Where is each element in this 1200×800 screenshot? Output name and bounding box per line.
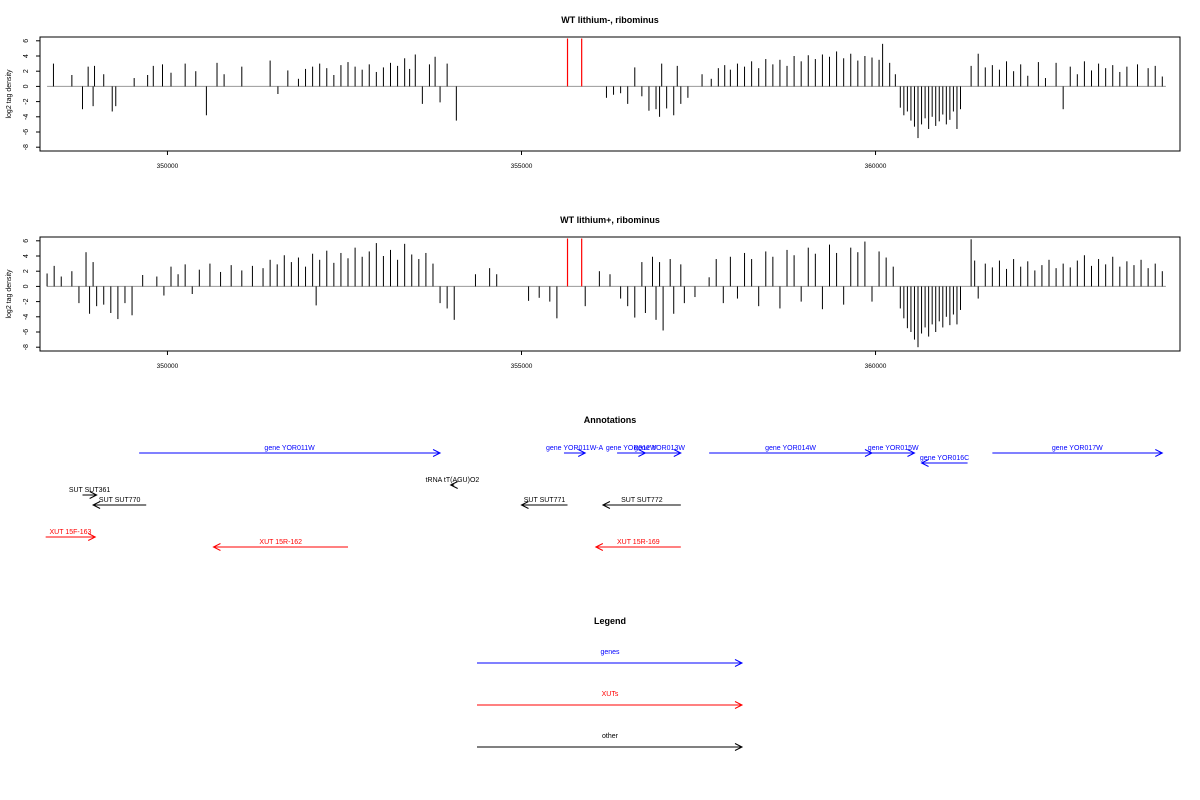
plot-frame	[39, 236, 1181, 352]
feature-arrowhead	[432, 449, 442, 457]
legend-panel: Legend genes XUTs other	[477, 616, 744, 751]
annotation-feature: gene YOR013W	[634, 445, 685, 457]
feature-label: XUT 15F-163	[50, 529, 92, 536]
y-tick-label: 6	[23, 39, 30, 43]
feature-arrowhead	[601, 501, 611, 509]
annotation-feature: gene YOR017W	[992, 445, 1164, 457]
feature-label: gene YOR013W	[634, 445, 685, 452]
y-tick-label: -2	[23, 98, 30, 104]
annotation-feature: SUT SUT361	[69, 487, 111, 499]
y-tick-label: 0	[23, 84, 30, 88]
x-tick-label: 360000	[865, 163, 887, 170]
feature-label: SUT SUT770	[99, 497, 141, 504]
annotation-feature: SUT SUT771	[520, 497, 568, 509]
feature-arrowhead	[673, 449, 682, 457]
y-tick-label: 4	[23, 254, 30, 258]
feature-arrowhead	[212, 543, 221, 551]
x-tick-label: 360000	[865, 363, 887, 370]
x-tick-label: 350000	[157, 363, 179, 370]
y-tick-label: 2	[23, 69, 30, 73]
legend-label: XUTs	[602, 691, 619, 698]
feature-label: gene YOR012W	[606, 445, 657, 452]
y-tick-label: 0	[23, 284, 30, 288]
feature-label: XUT 15R-162	[259, 539, 302, 546]
chart-title: WT lithium-, ribominus	[561, 15, 659, 25]
feature-arrowhead	[520, 501, 529, 509]
annotation-feature: XUT 15F-163	[45, 529, 97, 541]
y-tick-label: -8	[23, 144, 30, 150]
annotation-feature: XUT 15R-162	[212, 539, 349, 551]
feature-label: gene YOR011W-A	[546, 445, 604, 452]
annotation-feature: gene YOR015W	[868, 445, 919, 457]
legend-item: genes	[477, 649, 744, 667]
feature-label: XUT 15R-169	[617, 539, 660, 546]
feature-label: gene YOR015W	[868, 445, 919, 452]
feature-arrowhead	[1155, 449, 1164, 457]
legend-item: XUTs	[477, 691, 744, 709]
y-tick-label: -6	[23, 129, 30, 135]
y-tick-label: -6	[23, 329, 30, 335]
chart-title: WT lithium+, ribominus	[560, 215, 660, 225]
annotation-feature: SUT SUT770	[91, 497, 147, 509]
annotation-feature: SUT SUT772	[601, 497, 681, 509]
feature-arrowhead	[89, 491, 98, 499]
x-tick-label: 355000	[511, 363, 533, 370]
annotations-title: Annotations	[584, 415, 637, 425]
y-axis-label: log2 tag density	[6, 69, 13, 119]
feature-label: gene YOR011W	[264, 445, 315, 452]
legend-arrowhead	[734, 701, 744, 709]
feature-arrowhead	[577, 449, 587, 457]
y-tick-label: 4	[23, 54, 30, 58]
track-panel-lithium-plus: WT lithium+, ribominus log2 tag density 6 4…	[6, 215, 1181, 370]
feature-label: tRNA tT(AGU)O2	[426, 477, 480, 484]
feature-arrowhead	[920, 459, 929, 467]
legend-label: genes	[600, 649, 620, 656]
y-tick-label: -4	[23, 114, 30, 120]
feature-arrowhead	[91, 501, 101, 509]
feature-arrowhead	[907, 449, 916, 457]
y-axis-label: log2 tag density	[6, 269, 13, 319]
annotation-feature: gene YOR016C	[920, 455, 969, 467]
y-tick-label: -4	[23, 314, 30, 320]
feature-label: gene YOR017W	[1052, 445, 1103, 452]
annotation-feature: XUT 15R-169	[594, 539, 681, 551]
feature-label: gene YOR014W	[765, 445, 816, 452]
x-tick-label: 355000	[511, 163, 533, 170]
feature-arrowhead	[449, 481, 458, 489]
annotation-feature: gene YOR011W-A	[546, 445, 604, 457]
feature-label: SUT SUT771	[524, 497, 566, 504]
feature-arrowhead	[88, 533, 97, 541]
y-tick-label: -2	[23, 298, 30, 304]
legend-item: other	[477, 733, 744, 751]
legend-arrowhead	[734, 743, 744, 751]
feature-label: SUT SUT361	[69, 487, 111, 494]
annotation-feature: tRNA tT(AGU)O2	[426, 477, 480, 489]
feature-label: SUT SUT772	[621, 497, 663, 504]
feature-arrowhead	[594, 543, 604, 551]
legend-label: other	[602, 733, 619, 740]
annotation-feature: gene YOR011W	[139, 445, 442, 457]
y-tick-label: -8	[23, 344, 30, 350]
feature-label: gene YOR016C	[920, 455, 969, 462]
annotations-panel: Annotations gene YOR011W gene YOR011W-A ge…	[45, 415, 1164, 551]
plot-frame	[39, 36, 1181, 152]
x-tick-label: 350000	[157, 163, 179, 170]
legend-title: Legend	[594, 616, 626, 626]
legend-arrowhead	[734, 659, 744, 667]
track-panel-lithium-minus: WT lithium-, ribominus log2 tag density 6 4…	[6, 15, 1181, 170]
y-tick-label: 2	[23, 269, 30, 273]
y-tick-label: 6	[23, 239, 30, 243]
